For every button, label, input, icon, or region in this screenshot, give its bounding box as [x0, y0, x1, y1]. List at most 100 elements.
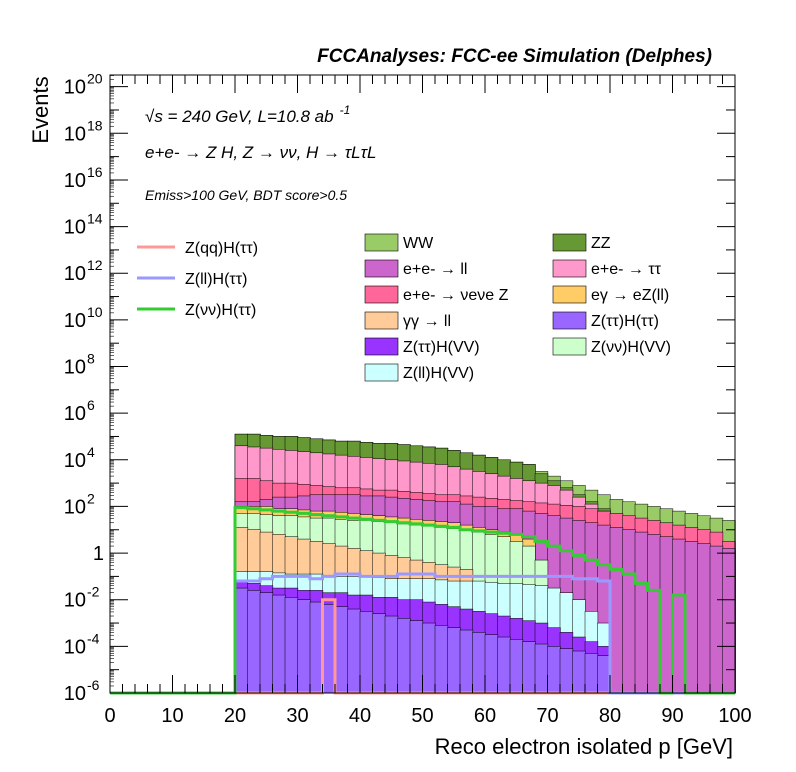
bar-10-20 — [484, 634, 499, 694]
bar-10-5 — [297, 599, 311, 694]
x-tick-label-70: 70 — [536, 705, 558, 727]
y-tick-exp-10: 10 — [87, 304, 103, 320]
bar-10-23 — [522, 641, 536, 694]
bar-10-21 — [497, 636, 511, 694]
legend-entry-1: ZZ — [591, 235, 611, 252]
bar-10-19 — [472, 632, 486, 694]
legend-signals: Z(qq)H(ττ) Z(ll)H(ττ) Z(νν)H(ττ) — [137, 240, 258, 319]
y-tick-exp-2: 2 — [87, 490, 95, 506]
chart-title: FCCAnalyses: FCC-ee Simulation (Delphes) — [317, 46, 712, 67]
y-tick-label-20: 10 — [64, 77, 86, 99]
legend-swatch-9 — [552, 337, 587, 356]
legend-entry-10: Z(ll)H(VV) — [403, 365, 474, 382]
legend-entry-2: e+e- → ll — [403, 261, 467, 278]
bar-10-13 — [397, 618, 411, 694]
y-tick-label--4: 10 — [64, 636, 86, 658]
y-tick-exp-16: 16 — [87, 164, 103, 180]
legend-label-2: Z(νν)H(ττ) — [185, 302, 256, 319]
legend-swatch-5 — [552, 285, 587, 304]
legend-swatch-8 — [364, 337, 399, 356]
bar-10-18 — [459, 629, 474, 694]
x-tick-label-30: 30 — [286, 705, 308, 727]
y-tick-label--6: 10 — [64, 683, 86, 705]
bar-10-14 — [409, 620, 424, 694]
bar-10-7 — [322, 604, 336, 694]
y-tick-exp--4: -4 — [87, 630, 100, 646]
y-tick-exp-8: 8 — [87, 351, 95, 367]
legend-entry-8: Z(ττ)H(VV) — [403, 339, 480, 356]
bar-4-32 — [634, 531, 649, 694]
y-tick-label-18: 10 — [64, 123, 86, 145]
x-tick-label-20: 20 — [224, 705, 246, 727]
legend-swatch-6 — [364, 311, 399, 330]
x-axis-title: Reco electron isolated p [GeV] — [435, 734, 733, 759]
legend-swatch-2 — [364, 259, 399, 278]
annotation-process: e+e- → Z H, Z → νν, H → τLτL — [145, 143, 376, 162]
signal-line-2 — [110, 506, 735, 695]
legend-swatch-10 — [364, 363, 399, 382]
y-tick-exp-20: 20 — [87, 71, 103, 87]
bar-4-36 — [684, 541, 699, 694]
bar-10-24 — [534, 643, 549, 694]
bar-10-2 — [259, 592, 274, 694]
bar-4-35 — [672, 538, 686, 694]
y-tick-exp-14: 14 — [87, 211, 103, 227]
y-tick-label-2: 10 — [64, 496, 86, 518]
legend-swatch-7 — [552, 311, 587, 330]
bar-10-29 — [597, 655, 611, 694]
y-tick-label-16: 10 — [64, 170, 86, 192]
x-tick-label-60: 60 — [474, 705, 496, 727]
legend-backgrounds: WW ZZ e+e- → ll e+e- → ττ e+e- → νeνe Z eγ → … — [364, 233, 671, 382]
bar-10-22 — [509, 639, 524, 694]
legend-entry-9: Z(νν)H(VV) — [591, 339, 671, 356]
y-tick-label-8: 10 — [64, 357, 86, 379]
y-tick-label-14: 10 — [64, 217, 86, 239]
bar-10-17 — [447, 627, 461, 694]
bar-10-3 — [272, 594, 286, 694]
legend-swatch-1 — [552, 233, 587, 252]
annotation-block: √s = 240 GeV, L=10.8 ab -1 e+e- → Z H, Z … — [145, 103, 376, 203]
y-tick-exp-4: 4 — [87, 444, 95, 460]
x-tick-label-80: 80 — [599, 705, 621, 727]
y-tick-label-4: 10 — [64, 450, 86, 472]
legend-swatch-3 — [552, 259, 587, 278]
bar-10-15 — [422, 622, 436, 694]
bar-10-4 — [284, 597, 299, 694]
bar-10-27 — [572, 650, 586, 694]
legend-entry-7: Z(ττ)H(ττ) — [591, 313, 659, 330]
annotation-energy: √s = 240 GeV, L=10.8 ab -1 — [145, 103, 350, 126]
bar-4-31 — [622, 529, 636, 694]
bar-10-25 — [547, 646, 561, 694]
y-tick-label--2: 10 — [64, 590, 86, 612]
y-axis-title: Events — [28, 76, 53, 143]
legend-entry-6: γγ → ll — [403, 313, 451, 330]
bar-10-0 — [234, 587, 249, 694]
bar-10-16 — [434, 625, 449, 694]
bar-4-38 — [709, 545, 724, 694]
bar-10-11 — [372, 613, 386, 694]
y-tick-exp--2: -2 — [87, 584, 100, 600]
bar-4-30 — [609, 527, 624, 694]
legend-entry-0: WW — [403, 235, 434, 252]
y-tick-label-10: 10 — [64, 310, 86, 332]
legend-entry-5: eγ → eZ(ll) — [591, 287, 669, 304]
bar-10-26 — [559, 648, 574, 694]
x-tick-label-90: 90 — [661, 705, 683, 727]
x-tick-label-100: 100 — [718, 705, 751, 727]
x-tick-label-50: 50 — [411, 705, 433, 727]
bar-10-8 — [334, 606, 349, 694]
legend-entry-3: e+e- → ττ — [591, 261, 662, 278]
y-tick-label-0: 1 — [93, 543, 104, 565]
bar-10-9 — [347, 608, 361, 694]
bar-10-12 — [384, 615, 399, 694]
legend-label-1: Z(ll)H(ττ) — [185, 271, 247, 288]
x-tick-label-10: 10 — [161, 705, 183, 727]
legend-label-0: Z(qq)H(ττ) — [185, 240, 258, 257]
x-tick-label-40: 40 — [349, 705, 371, 727]
y-tick-label-6: 10 — [64, 403, 86, 425]
legend-swatch-4 — [364, 285, 399, 304]
bar-4-34 — [659, 536, 674, 694]
y-tick-exp--6: -6 — [87, 677, 100, 693]
